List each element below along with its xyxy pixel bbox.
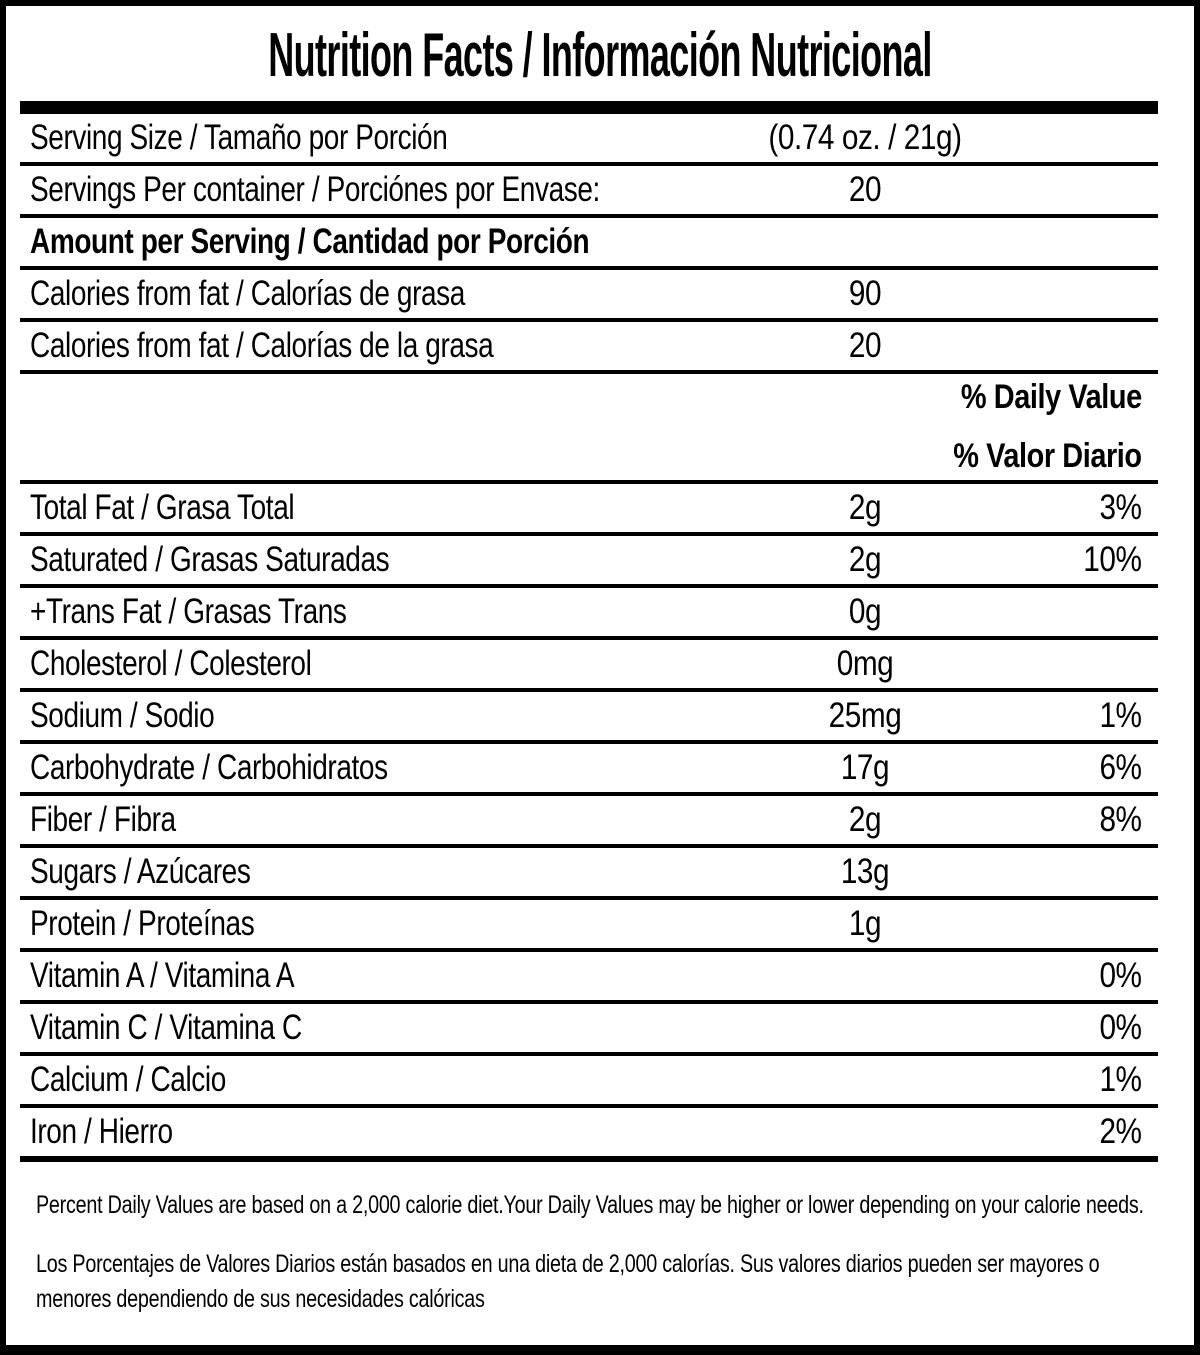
nutrient-row: Calcium / Calcio 1% [20,1056,1158,1108]
nutrient-amount: 20 [848,326,882,365]
nutrient-label: Serving Size / Tamaño por Porción [30,118,448,157]
nutrient-amount: 2g [848,488,882,527]
nutrient-label: Saturated / Grasas Saturadas [30,540,390,579]
footnote-english: Percent Daily Values are based on a 2,00… [36,1191,1144,1219]
nutrient-row: Serving Size / Tamaño por Porción (0.74 o… [20,114,1158,166]
nutrient-percent-daily-value: 10% [1083,540,1143,579]
nutrient-amount: 13g [840,852,890,891]
nutrient-row: Saturated / Grasas Saturadas 2g 10% [20,536,1158,588]
nutrient-amount: 0mg [836,644,894,683]
nutrient-amount: 17g [840,748,890,787]
nutrient-label: Cholesterol / Colesterol [30,644,312,683]
nutrient-label: Calories from fat / Calorías de grasa [30,274,465,313]
nutrient-percent-daily-value: 0% [1099,1008,1143,1047]
nutrient-row: Amount per Serving / Cantidad por Porció… [20,218,1158,270]
nutrient-label: Total Fat / Grasa Total [30,488,295,527]
daily-value-header: % Daily Value % Valor Diario [20,374,1158,484]
nutrient-amount: 0g [848,592,882,631]
nutrient-label: Calories from fat / Calorías de la grasa [30,326,494,365]
footnotes-section: Percent Daily Values are based on a 2,00… [36,1188,1166,1317]
nutrient-row: Vitamin A / Vitamina A 0% [20,952,1158,1004]
nutrient-label: Vitamin A / Vitamina A [30,956,295,995]
nutrient-label: Vitamin C / Vitamina C [30,1008,302,1047]
nutrient-percent-daily-value: 0% [1099,956,1143,995]
nutrient-label: +Trans Fat / Grasas Trans [30,592,347,631]
nutrient-label: Servings Per container / Porciónes por E… [30,170,600,209]
footnote-spanish: Los Porcentajes de Valores Diarios están… [36,1250,1100,1313]
nutrient-amount: 20 [848,170,882,209]
label-title-text: Nutrition Facts / Información Nutriciona… [268,21,932,90]
nutrient-row: +Trans Fat / Grasas Trans 0g [20,588,1158,640]
nutrient-percent-daily-value: 6% [1099,748,1143,787]
daily-value-header-line: % Daily Value [961,378,1142,416]
nutrient-row: Protein / Proteínas 1g [20,900,1158,952]
nutrient-amount: (0.74 oz. / 21g) [768,118,962,157]
nutrient-label: Amount per Serving / Cantidad por Porció… [30,222,590,261]
nutrient-row: Cholesterol / Colesterol 0mg [20,640,1158,692]
nutrient-row: Iron / Hierro 2% [20,1108,1158,1162]
nutrient-percent-daily-value: 1% [1099,696,1143,735]
nutrient-amount: 2g [848,540,882,579]
title-divider-bar [20,101,1158,114]
nutrient-percent-daily-value: 3% [1099,488,1143,527]
nutrient-row: Calories from fat / Calorías de grasa 90 [20,270,1158,322]
nutrient-label: Carbohydrate / Carbohidratos [30,748,388,787]
nutrient-amount: 2g [848,800,882,839]
label-title: Nutrition Facts / Información Nutriciona… [6,20,1194,91]
nutrient-row: Carbohydrate / Carbohidratos 17g 6% [20,744,1158,796]
nutrient-row: Fiber / Fibra 2g 8% [20,796,1158,848]
nutrient-row: Vitamin C / Vitamina C 0% [20,1004,1158,1056]
nutrient-percent-daily-value: 8% [1099,800,1143,839]
nutrient-label: Protein / Proteínas [30,904,255,943]
nutrient-amount: 1g [848,904,882,943]
nutrient-label: Calcium / Calcio [30,1060,226,1099]
nutrient-label: Iron / Hierro [30,1112,173,1151]
nutrient-row: Calories from fat / Calorías de la grasa… [20,322,1158,374]
nutrient-row: Total Fat / Grasa Total 2g 3% [20,484,1158,536]
nutrition-table: Serving Size / Tamaño por Porción (0.74 o… [20,114,1158,1162]
nutrient-label: Sugars / Azúcares [30,852,251,891]
nutrient-row: Sugars / Azúcares 13g [20,848,1158,900]
nutrient-label: Sodium / Sodio [30,696,215,735]
nutrient-row: Servings Per container / Porciónes por E… [20,166,1158,218]
daily-value-header-line: % Valor Diario [953,437,1143,475]
nutrient-amount: 25mg [828,696,902,735]
nutrient-row: Sodium / Sodio 25mg 1% [20,692,1158,744]
nutrient-amount: 90 [848,274,882,313]
nutrient-percent-daily-value: 1% [1099,1060,1143,1099]
nutrient-label: Fiber / Fibra [30,800,176,839]
nutrient-percent-daily-value: 2% [1099,1112,1143,1151]
